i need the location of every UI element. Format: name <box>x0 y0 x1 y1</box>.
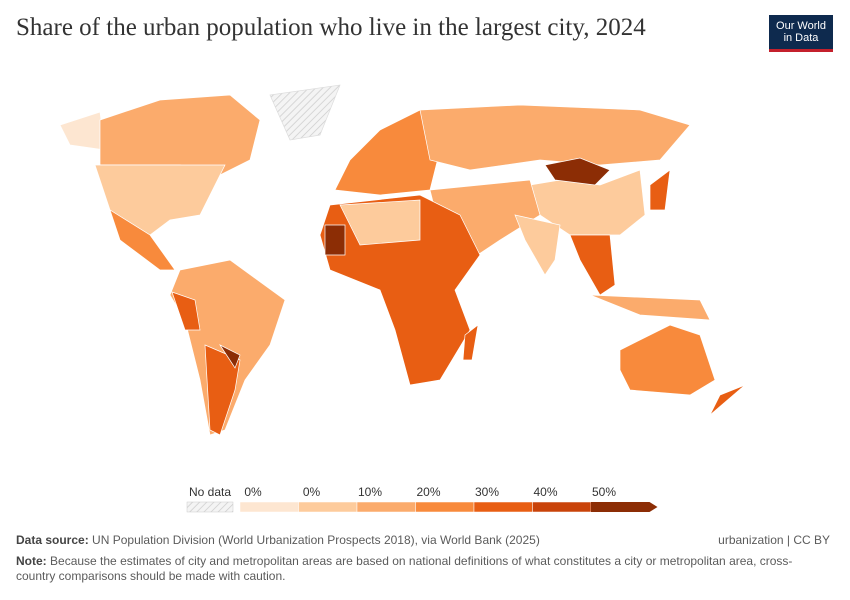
chart-title: Share of the urban population who live i… <box>16 14 646 41</box>
legend-swatch <box>239 501 299 513</box>
region[interactable] <box>419 104 691 171</box>
region[interactable] <box>569 234 616 296</box>
world-map <box>59 84 746 436</box>
region[interactable] <box>109 209 176 271</box>
note-label: Note: <box>16 554 47 568</box>
legend-label: 50% <box>592 485 616 499</box>
legend-label: 20% <box>416 485 440 499</box>
region[interactable] <box>171 291 201 331</box>
logo-line: in Data <box>783 32 819 44</box>
region[interactable] <box>269 84 341 141</box>
region[interactable] <box>514 214 561 276</box>
note: Note: Because the estimates of city and … <box>16 554 831 584</box>
logo[interactable]: Our World in Data <box>769 15 833 52</box>
region[interactable] <box>462 324 479 361</box>
legend-label: 30% <box>475 485 499 499</box>
source: Data source: UN Population Division (Wor… <box>16 533 540 548</box>
region[interactable] <box>589 294 711 321</box>
region[interactable] <box>649 169 671 211</box>
legend: No data 0% 0% 10% 20% 30% 40% 50% <box>186 485 658 513</box>
region[interactable] <box>219 344 241 369</box>
region[interactable] <box>324 224 346 256</box>
legend-swatch <box>473 501 533 513</box>
legend-swatch <box>298 501 358 513</box>
region[interactable] <box>544 157 611 186</box>
region[interactable] <box>619 324 716 396</box>
legend-label: 0% <box>303 485 321 499</box>
legend-swatch <box>356 501 416 513</box>
legend-label: 40% <box>533 485 557 499</box>
no-data-swatch <box>186 501 234 513</box>
region[interactable] <box>99 94 261 176</box>
note-text: Because the estimates of city and metrop… <box>16 554 793 583</box>
source-text: UN Population Division (World Urbanizati… <box>92 533 540 547</box>
legend-label: 0% <box>244 485 262 499</box>
legend-label: No data <box>189 485 231 499</box>
region[interactable] <box>709 384 746 416</box>
legend-swatch <box>415 501 475 513</box>
legend-label: 10% <box>358 485 382 499</box>
legend-swatch <box>532 501 592 513</box>
region[interactable] <box>59 111 106 151</box>
source-label: Data source: <box>16 533 89 547</box>
license: urbanization | CC BY <box>718 533 830 547</box>
legend-swatch <box>591 502 658 512</box>
logo-line: Our World <box>776 20 826 32</box>
region[interactable] <box>339 199 421 246</box>
